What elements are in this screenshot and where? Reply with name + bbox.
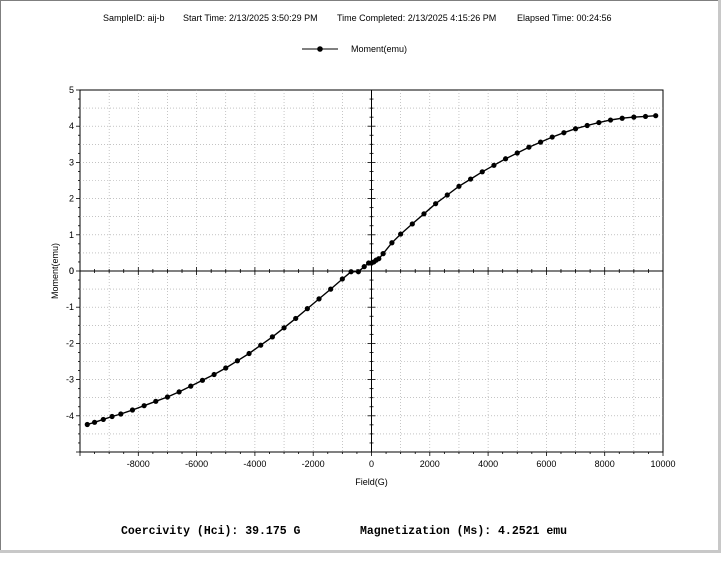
y-tick-label: 1 <box>69 230 74 240</box>
x-tick-labels: -8000 -6000 -4000 -2000 0 2000 4000 6000 8000 100… <box>127 459 676 469</box>
tick-marks <box>76 89 664 456</box>
data-point <box>409 221 415 227</box>
data-point <box>84 421 90 428</box>
data-point <box>376 256 382 262</box>
data-point <box>456 183 462 189</box>
data-point <box>91 419 98 425</box>
data-point <box>514 150 520 156</box>
sample-id: SampleID: aij-b <box>103 13 165 23</box>
data-point <box>281 325 287 331</box>
x-tick-label: -8000 <box>127 459 150 469</box>
data-point <box>141 403 147 409</box>
data-point <box>328 286 334 292</box>
magnetization-value: Magnetization (Ms): 4.2521 emu <box>360 525 568 538</box>
data-point <box>596 119 602 126</box>
data-point <box>118 411 124 417</box>
y-tick-label: 2 <box>69 194 74 204</box>
data-point <box>234 358 241 364</box>
data-point <box>653 113 659 119</box>
data-point <box>176 389 182 395</box>
data-point <box>444 192 450 198</box>
start-time: Start Time: 2/13/2025 3:50:29 PM <box>183 13 318 23</box>
data-point <box>561 130 567 136</box>
data-point <box>304 306 310 312</box>
y-tick-label: -4 <box>66 411 74 421</box>
x-tick-label: -2000 <box>302 459 325 469</box>
x-tick-label: -6000 <box>185 459 208 469</box>
data-point <box>491 162 497 168</box>
data-point <box>348 269 354 275</box>
elapsed-time: Elapsed Time: 00:24:56 <box>517 13 612 23</box>
x-tick-label: 0 <box>369 459 374 469</box>
y-tick-label: 5 <box>69 85 74 95</box>
data-point <box>549 134 555 140</box>
data-point <box>642 113 649 120</box>
x-tick-label: 10000 <box>650 459 675 469</box>
data-point <box>188 383 194 389</box>
y-tick-label: -3 <box>66 375 74 385</box>
y-tick-label: 3 <box>69 157 74 167</box>
x-tick-label: 4000 <box>478 459 498 469</box>
data-point <box>109 413 115 420</box>
frame-shadow-right <box>718 0 721 553</box>
data-point <box>246 350 252 357</box>
data-point <box>584 122 590 129</box>
data-point <box>468 176 474 182</box>
x-tick-label: 2000 <box>420 459 440 469</box>
data-point <box>631 114 637 120</box>
legend-marker-icon <box>302 46 338 52</box>
y-tick-label: -2 <box>66 338 74 348</box>
data-point <box>211 371 217 378</box>
x-axis-title: Field(G) <box>355 477 388 487</box>
data-point <box>421 211 427 217</box>
data-point <box>129 407 136 413</box>
coercivity-value: Coercivity (Hci): 39.175 G <box>121 525 301 538</box>
time-completed: Time Completed: 2/13/2025 4:15:26 PM <box>337 13 497 23</box>
series-moment <box>84 113 659 428</box>
data-point <box>339 276 345 282</box>
data-point <box>153 398 159 404</box>
data-point <box>316 296 322 302</box>
data-point <box>479 169 485 175</box>
y-tick-label: 4 <box>69 121 74 131</box>
legend-series-label: Moment(emu) <box>351 44 408 54</box>
data-point <box>502 156 509 162</box>
data-point <box>164 394 171 400</box>
y-axis-title: Moment(emu) <box>50 243 60 299</box>
data-point <box>398 231 404 237</box>
x-tick-label: -4000 <box>243 459 266 469</box>
y-tick-label: -1 <box>66 302 74 312</box>
data-point <box>572 126 579 132</box>
data-point <box>355 269 361 275</box>
data-point <box>526 144 532 150</box>
y-tick-label: 0 <box>69 266 74 276</box>
data-point <box>433 201 439 207</box>
x-tick-label: 8000 <box>595 459 615 469</box>
data-point <box>100 416 106 423</box>
results-footer: Coercivity (Hci): 39.175 G Magnetization… <box>0 525 721 564</box>
y-tick-label: 0 <box>69 266 74 276</box>
data-point <box>199 377 206 383</box>
data-point <box>269 334 275 340</box>
data-point <box>361 264 367 270</box>
frame-shadow-bottom <box>0 550 721 553</box>
data-point <box>223 365 229 371</box>
data-point <box>380 251 386 257</box>
data-point <box>293 315 299 322</box>
data-point <box>389 240 395 246</box>
data-point <box>619 115 625 121</box>
data-point <box>258 342 264 348</box>
data-point <box>537 139 544 145</box>
x-tick-label: 6000 <box>536 459 556 469</box>
data-point <box>607 117 614 123</box>
